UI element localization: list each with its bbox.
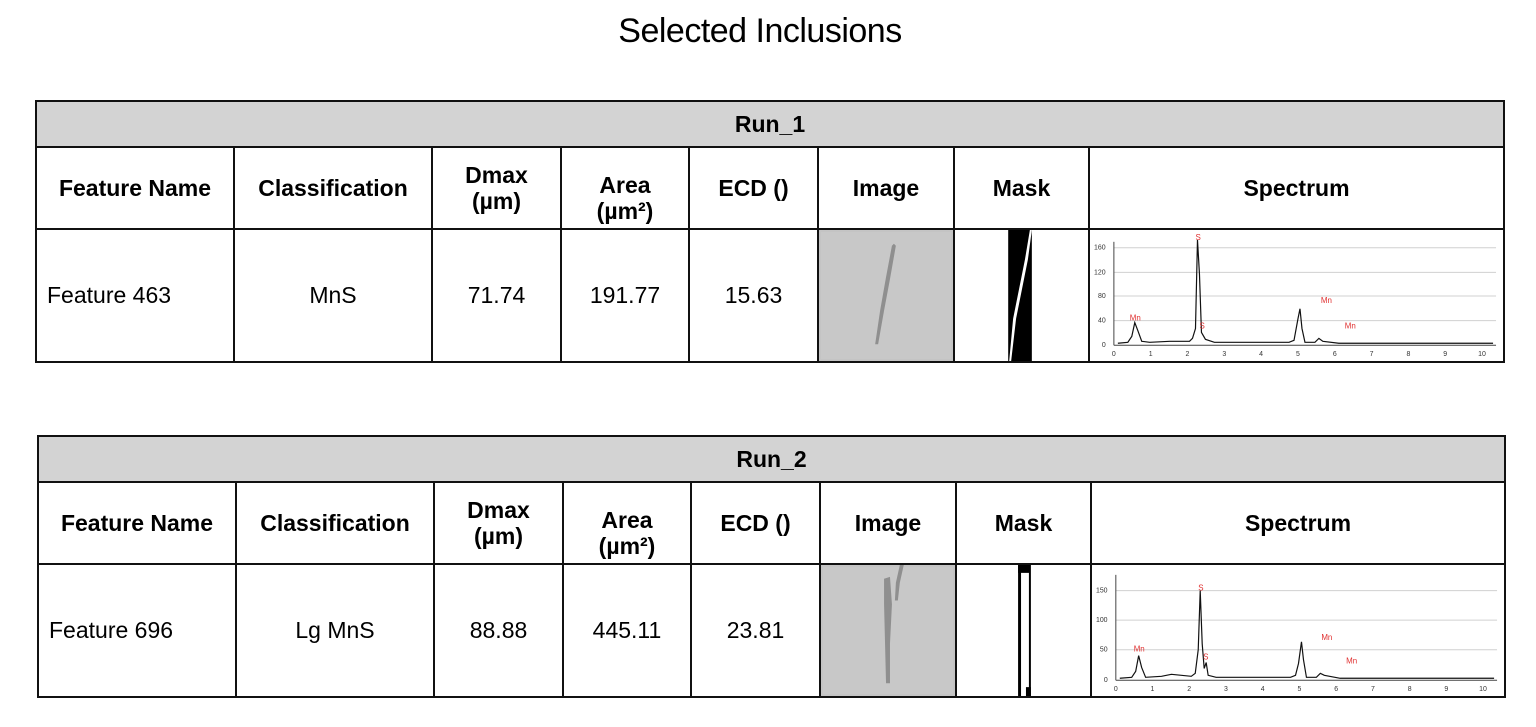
svg-text:Mn: Mn (1321, 296, 1332, 305)
svg-text:Mn: Mn (1130, 314, 1141, 323)
col-mask: Mask (955, 148, 1090, 228)
svg-text:3: 3 (1224, 686, 1228, 693)
col-dmax-line2: (µm) (473, 523, 524, 549)
svg-text:120: 120 (1094, 269, 1106, 276)
svg-text:1: 1 (1151, 686, 1155, 693)
col-area: Area (µm²) (562, 148, 690, 228)
col-dmax-line2: (µm) (471, 188, 522, 214)
svg-text:4: 4 (1261, 686, 1265, 693)
eds-spectrum-icon: Mn S S Mn Mn 160 120 80 40 0 0 1 2 3 4 5 6 7 8 9 10 (1090, 230, 1503, 361)
svg-text:5: 5 (1296, 351, 1300, 358)
svg-text:6: 6 (1333, 351, 1337, 358)
svg-text:S: S (1195, 233, 1200, 242)
sem-image-icon (821, 565, 955, 696)
svg-text:0: 0 (1104, 677, 1108, 684)
svg-text:1: 1 (1149, 351, 1153, 358)
inclusion-mask (957, 565, 1092, 696)
feature-name: Feature 463 (37, 230, 235, 361)
col-dmax-line1: Dmax (465, 161, 528, 188)
col-feature-name: Feature Name (39, 483, 237, 563)
classification: MnS (235, 230, 433, 361)
header-row: Feature Name Classification Dmax (µm) Are… (39, 483, 1504, 565)
col-spectrum: Spectrum (1243, 174, 1350, 201)
header-row: Feature Name Classification Dmax (µm) Are… (37, 148, 1503, 230)
svg-text:5: 5 (1298, 686, 1302, 693)
svg-text:2: 2 (1187, 686, 1191, 693)
inclusion-image (819, 230, 955, 361)
col-area-line1: Area (601, 506, 653, 533)
inclusion-image (821, 565, 957, 696)
svg-text:80: 80 (1098, 293, 1106, 300)
table-row: Feature 696 Lg MnS 88.88 445.11 23.81 (39, 565, 1504, 696)
svg-text:S: S (1198, 584, 1203, 593)
classification: Lg MnS (237, 565, 435, 696)
col-spectrum: Spectrum (1244, 509, 1352, 536)
ecd-value: 23.81 (692, 565, 821, 696)
svg-text:3: 3 (1222, 351, 1226, 358)
spectrum-chart: Mn S S Mn Mn 160 120 80 40 0 0 1 2 3 4 5 6 7 8 9 10 (1090, 230, 1503, 361)
svg-text:9: 9 (1444, 686, 1448, 693)
col-image: Image (819, 148, 955, 228)
col-dmax: Dmax (µm) (433, 148, 562, 228)
svg-text:0: 0 (1114, 686, 1118, 693)
svg-text:8: 8 (1408, 686, 1412, 693)
col-mask: Mask (957, 483, 1092, 563)
col-dmax-line1: Dmax (467, 496, 530, 523)
col-area-line1: Area (599, 171, 651, 198)
spectrum-chart: Mn S S Mn Mn 150 100 50 0 0 1 2 3 4 5 6 7 8 9 10 (1092, 565, 1504, 696)
svg-text:150: 150 (1096, 588, 1108, 595)
eds-spectrum-icon: Mn S S Mn Mn 150 100 50 0 0 1 2 3 4 5 6 7 8 9 10 (1092, 565, 1504, 696)
dmax-value: 71.74 (433, 230, 562, 361)
svg-text:8: 8 (1406, 351, 1410, 358)
ecd-value: 15.63 (690, 230, 819, 361)
svg-text:S: S (1199, 322, 1204, 331)
run-2-table: Run_2 Feature Name Classification Dmax (µ… (37, 435, 1506, 698)
col-ecd: ECD () (690, 148, 819, 228)
page-title: Selected Inclusions (618, 12, 902, 50)
col-area-line2: (µm²) (596, 198, 654, 224)
mask-image-icon (957, 565, 1090, 696)
col-image: Image (821, 483, 957, 563)
dmax-value: 88.88 (435, 565, 564, 696)
feature-name: Feature 696 (39, 565, 237, 696)
run-1-title: Run_1 (37, 102, 1503, 148)
svg-text:2: 2 (1186, 351, 1190, 358)
svg-text:Mn: Mn (1345, 322, 1356, 331)
table-row: Feature 463 MnS 71.74 191.77 15.63 (37, 230, 1503, 361)
col-area-line2: (µm²) (598, 533, 656, 559)
area-value: 445.11 (564, 565, 692, 696)
svg-text:7: 7 (1371, 686, 1375, 693)
svg-text:S: S (1203, 653, 1208, 662)
run-1-table: Run_1 Feature Name Classification Dmax (µ… (35, 100, 1505, 363)
svg-text:160: 160 (1094, 245, 1106, 252)
col-classification: Classification (235, 148, 433, 228)
svg-text:6: 6 (1334, 686, 1338, 693)
run-2-title: Run_2 (39, 437, 1504, 483)
area-value: 191.77 (562, 230, 690, 361)
svg-text:0: 0 (1112, 351, 1116, 358)
svg-text:50: 50 (1100, 647, 1108, 654)
mask-image-icon (955, 230, 1088, 361)
svg-text:9: 9 (1443, 351, 1447, 358)
svg-text:Mn: Mn (1321, 633, 1332, 642)
svg-text:40: 40 (1098, 318, 1106, 325)
col-ecd: ECD () (692, 483, 821, 563)
svg-text:7: 7 (1370, 351, 1374, 358)
col-area: Area (µm²) (564, 483, 692, 563)
svg-text:100: 100 (1096, 617, 1108, 624)
svg-text:10: 10 (1479, 686, 1487, 693)
svg-text:Mn: Mn (1134, 645, 1145, 654)
sem-image-icon (819, 230, 953, 361)
svg-text:Mn: Mn (1346, 657, 1357, 666)
inclusion-mask (955, 230, 1090, 361)
col-feature-name: Feature Name (37, 148, 235, 228)
col-dmax: Dmax (µm) (435, 483, 564, 563)
svg-text:0: 0 (1102, 342, 1106, 349)
col-classification: Classification (237, 483, 435, 563)
svg-text:4: 4 (1259, 351, 1263, 358)
svg-text:10: 10 (1478, 351, 1486, 358)
